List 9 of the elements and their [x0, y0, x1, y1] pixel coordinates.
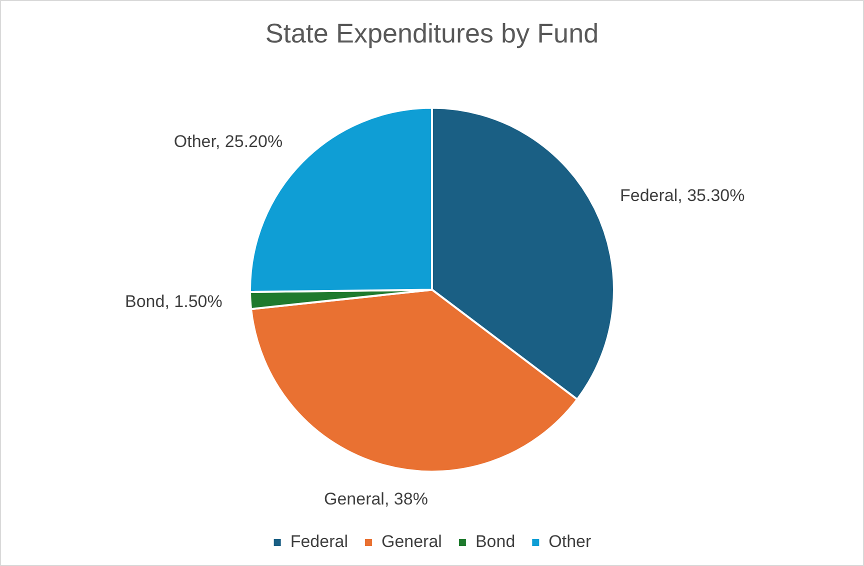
- legend-label: Other: [548, 532, 592, 552]
- data-label: Other, 25.20%: [174, 132, 283, 151]
- legend-label: General: [381, 532, 442, 552]
- chart-title: State Expenditures by Fund: [265, 18, 599, 49]
- data-label: General, 38%: [324, 489, 428, 508]
- data-label: Federal, 35.30%: [620, 186, 745, 205]
- data-label: Bond, 1.50%: [125, 292, 222, 311]
- legend-label: Federal: [290, 532, 348, 552]
- legend-label: Bond: [475, 532, 516, 552]
